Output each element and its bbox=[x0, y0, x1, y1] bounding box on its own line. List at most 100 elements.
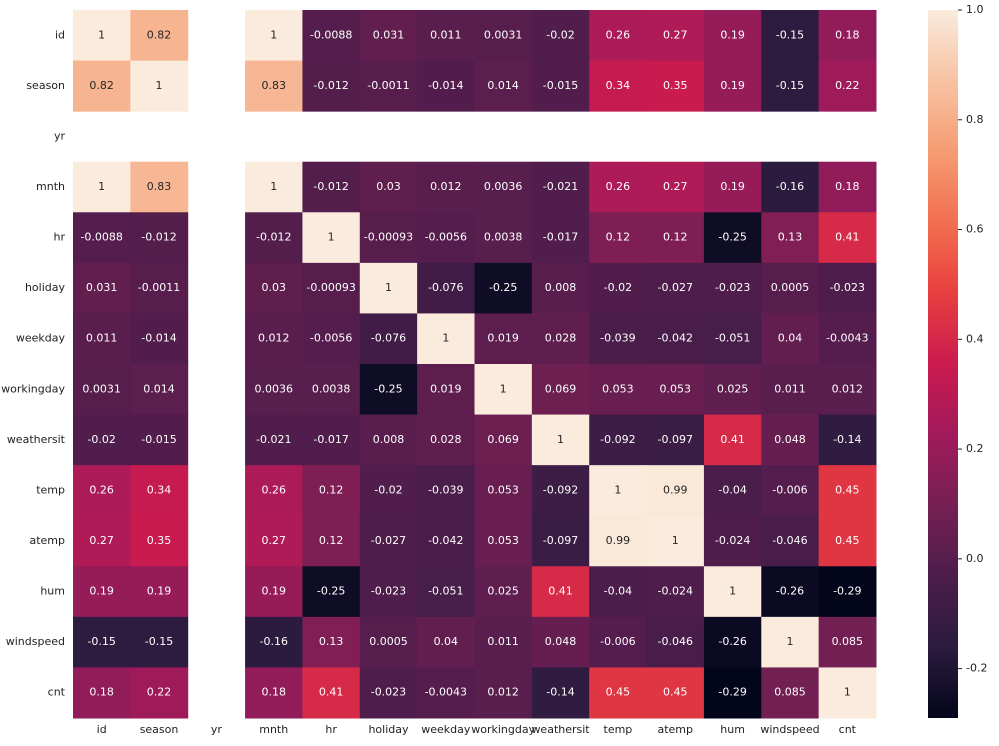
cell-label: 0.0031 bbox=[82, 382, 121, 395]
heatmap-cell bbox=[245, 364, 303, 416]
heatmap-cell bbox=[417, 515, 475, 567]
cell-label: -0.0043 bbox=[425, 686, 467, 699]
cell-label: 0.82 bbox=[89, 79, 114, 92]
heatmap-cell bbox=[73, 465, 131, 517]
cell-label: 0.18 bbox=[262, 686, 287, 699]
heatmap-cell bbox=[130, 465, 189, 517]
heatmap-cell bbox=[359, 161, 418, 213]
y-tick-label: temp bbox=[36, 483, 65, 496]
cell-label: 0.04 bbox=[778, 332, 803, 345]
heatmap-cell bbox=[531, 465, 590, 517]
cell-label: -0.027 bbox=[371, 534, 406, 547]
heatmap-cell bbox=[761, 60, 820, 112]
cell-label: 0.048 bbox=[545, 635, 577, 648]
y-tick-label: weekday bbox=[16, 332, 66, 345]
x-tick-label: mnth bbox=[259, 723, 288, 736]
heatmap-cell bbox=[703, 566, 762, 618]
cell-label: 1 bbox=[672, 534, 679, 547]
y-tick-label: mnth bbox=[36, 180, 65, 193]
cell-label: 0.011 bbox=[430, 28, 462, 41]
heatmap-cell bbox=[589, 212, 648, 264]
heatmap-cell bbox=[245, 566, 303, 618]
heatmap-cell bbox=[646, 465, 705, 517]
heatmap-cell bbox=[589, 616, 648, 668]
heatmap-cell bbox=[761, 515, 820, 567]
cell-label: -0.15 bbox=[776, 28, 804, 41]
cell-label: -0.015 bbox=[141, 433, 176, 446]
cell-label: -0.26 bbox=[718, 635, 746, 648]
heatmap-cell bbox=[359, 364, 418, 416]
heatmap-cell bbox=[302, 465, 361, 517]
cell-label: 0.35 bbox=[663, 79, 688, 92]
cell-label: -0.023 bbox=[371, 585, 406, 598]
heatmap-cell bbox=[73, 10, 131, 62]
heatmap-cell bbox=[703, 667, 762, 719]
cell-label: 1 bbox=[500, 382, 507, 395]
cell-label: -0.024 bbox=[658, 585, 693, 598]
heatmap-cell bbox=[359, 313, 418, 365]
heatmap-cell bbox=[417, 566, 475, 618]
colorbar-tick-label: 0.6 bbox=[966, 223, 984, 236]
cell-label: 1 bbox=[442, 332, 449, 345]
y-tick-label: season bbox=[26, 79, 65, 92]
cell-label: -0.29 bbox=[718, 686, 746, 699]
heatmap-cell bbox=[474, 313, 533, 365]
cell-label: 0.18 bbox=[89, 686, 114, 699]
heatmap-cell bbox=[130, 262, 189, 314]
cell-label: -0.051 bbox=[715, 332, 750, 345]
cell-label: -0.15 bbox=[145, 635, 173, 648]
heatmap-cell bbox=[818, 667, 877, 719]
cell-label: 1 bbox=[614, 483, 621, 496]
cell-label: 0.053 bbox=[660, 382, 692, 395]
heatmap-cell bbox=[130, 364, 189, 416]
heatmap-cell bbox=[646, 10, 705, 62]
y-tick-label: atemp bbox=[29, 534, 65, 547]
cell-label: 0.41 bbox=[835, 231, 860, 244]
cell-label: -0.092 bbox=[600, 433, 635, 446]
heatmap-cell bbox=[703, 515, 762, 567]
heatmap-cell bbox=[703, 262, 762, 314]
heatmap-cell bbox=[130, 60, 189, 112]
cell-label: -0.16 bbox=[776, 180, 804, 193]
colorbar-tick-label: -0.2 bbox=[966, 662, 987, 675]
cell-label: 0.12 bbox=[319, 534, 344, 547]
cell-label: -0.25 bbox=[317, 585, 345, 598]
heatmap-cell bbox=[818, 414, 877, 466]
cell-label: 0.04 bbox=[434, 635, 459, 648]
cell-label: 0.028 bbox=[430, 433, 462, 446]
cell-label: 0.012 bbox=[487, 686, 519, 699]
colorbar-tick-label: 0.4 bbox=[966, 332, 984, 345]
heatmap-cell bbox=[589, 313, 648, 365]
heatmap-cell bbox=[818, 161, 877, 213]
cell-label: 0.0005 bbox=[771, 281, 810, 294]
heatmap-cell bbox=[245, 161, 303, 213]
cell-label: 1 bbox=[98, 28, 105, 41]
cell-label: 0.83 bbox=[147, 180, 172, 193]
cell-label: -0.051 bbox=[428, 585, 463, 598]
cell-label: 0.27 bbox=[663, 28, 688, 41]
cell-label: -0.0088 bbox=[80, 231, 122, 244]
heatmap-cell bbox=[417, 161, 475, 213]
cell-label: -0.0056 bbox=[425, 231, 467, 244]
heatmap-cell bbox=[703, 414, 762, 466]
x-tick-label: season bbox=[140, 723, 179, 736]
heatmap-cell bbox=[417, 414, 475, 466]
cell-label: 0.45 bbox=[835, 534, 860, 547]
y-tick-label: yr bbox=[54, 129, 66, 142]
heatmap-cell bbox=[646, 313, 705, 365]
x-tick-label: hum bbox=[720, 723, 745, 736]
cell-label: 0.03 bbox=[262, 281, 287, 294]
heatmap-cell bbox=[417, 616, 475, 668]
heatmap-cell bbox=[359, 60, 418, 112]
heatmap-cell bbox=[818, 262, 877, 314]
cell-label: 1 bbox=[844, 686, 851, 699]
cell-label: 0.22 bbox=[835, 79, 860, 92]
cell-label: 0.053 bbox=[602, 382, 634, 395]
heatmap-cell bbox=[531, 566, 590, 618]
cell-label: 1 bbox=[156, 79, 163, 92]
heatmap-cell bbox=[589, 161, 648, 213]
cell-label: 0.0036 bbox=[484, 180, 523, 193]
heatmap-cell bbox=[130, 161, 189, 213]
heatmap-cell bbox=[646, 60, 705, 112]
cell-label: 0.34 bbox=[606, 79, 631, 92]
